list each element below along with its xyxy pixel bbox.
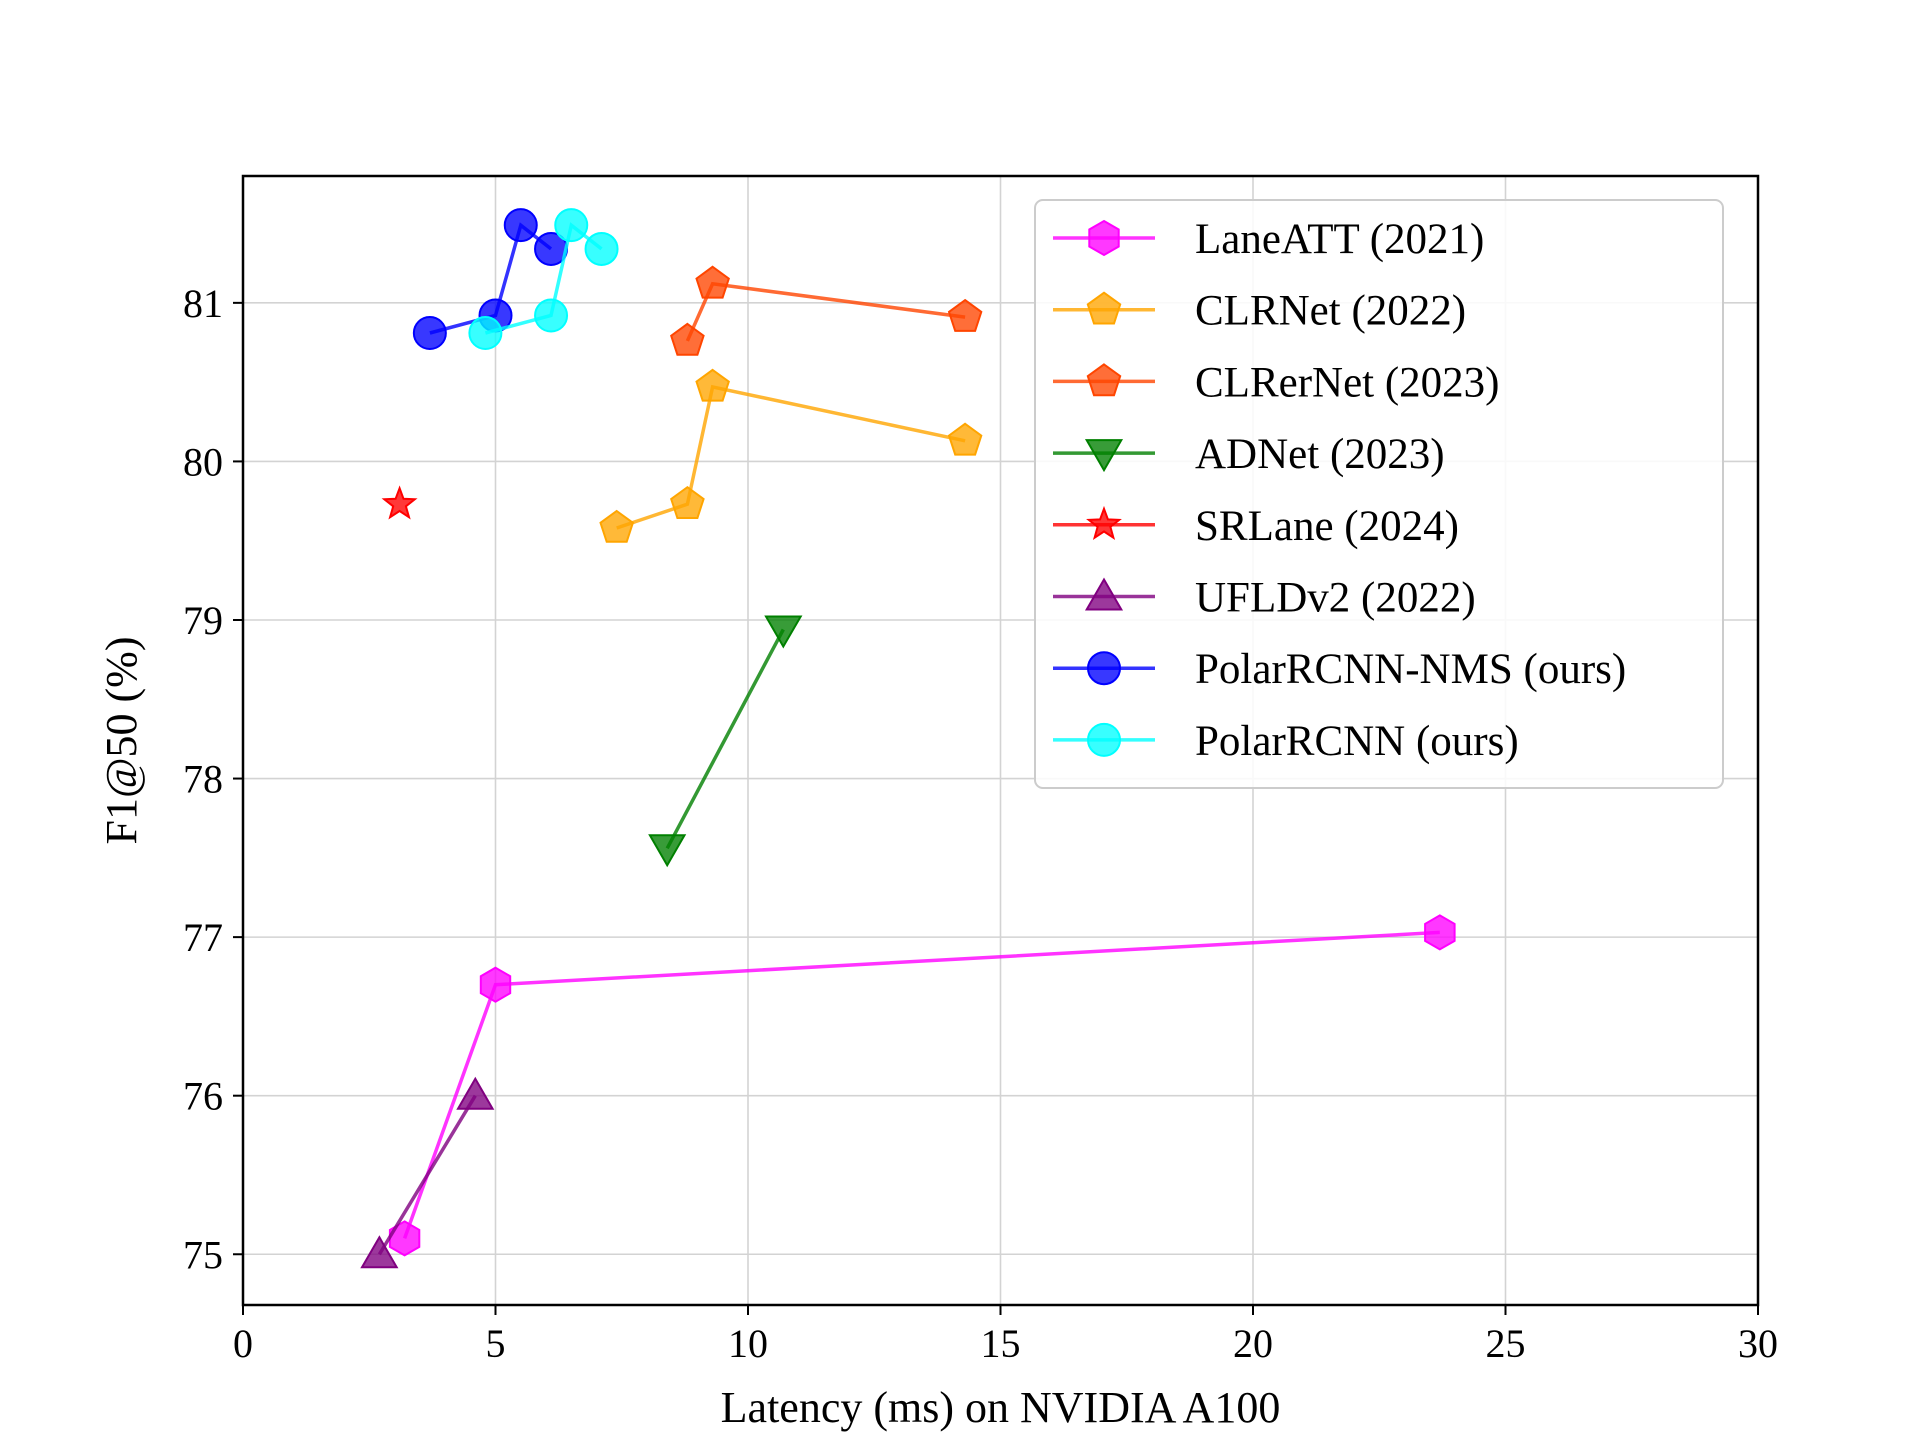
- legend-marker: [1086, 291, 1122, 325]
- legend: LaneATT (2021) CLRNet (2022) CLRerNet (202…: [1034, 199, 1724, 789]
- ticks: 0 5 10 15 20 25 30 75 76 77 78 79 80 81: [183, 281, 1778, 1366]
- data-point: [534, 298, 569, 333]
- data-point: [479, 966, 512, 1003]
- legend-marker: [1084, 577, 1124, 611]
- legend-marker: [1087, 651, 1121, 686]
- data-point: [388, 1220, 421, 1257]
- data-point: [599, 509, 635, 543]
- legend-box: [1034, 199, 1724, 789]
- series-line: [665, 628, 785, 850]
- series-adnet-2023: [648, 615, 803, 868]
- series-ufldv2-2022: [360, 1076, 495, 1269]
- legend-marker: [1086, 505, 1122, 541]
- data-point: [764, 615, 803, 649]
- data-point: [670, 485, 705, 519]
- data-point: [695, 265, 730, 299]
- y-tick-label: 76: [183, 1074, 223, 1119]
- x-tick-label: 0: [233, 1321, 253, 1366]
- data-point: [1424, 914, 1456, 951]
- legend-label: PolarRCNN (ours): [1195, 718, 1519, 765]
- x-tick-label: 20: [1233, 1321, 1273, 1366]
- data-point: [947, 298, 983, 332]
- series-polarrcnn-ours: [468, 208, 619, 350]
- y-tick-label: 81: [183, 281, 223, 326]
- data-point: [360, 1235, 399, 1269]
- legend-label: PolarRCNN-NMS (ours): [1195, 646, 1626, 693]
- legend-item: PolarRCNN (ours): [1053, 718, 1519, 765]
- y-tick-label: 77: [183, 915, 223, 960]
- x-tick-label: 15: [981, 1321, 1021, 1366]
- y-tick-label: 75: [183, 1232, 223, 1277]
- y-tick-label: 79: [183, 598, 223, 643]
- legend-item: CLRNet (2022): [1053, 288, 1466, 335]
- x-tick-label: 10: [728, 1321, 768, 1366]
- y-tick-label: 78: [183, 757, 223, 802]
- legend-label: SRLane (2024): [1195, 503, 1459, 550]
- series-clrernet-2023: [670, 265, 983, 356]
- x-tick-label: 25: [1486, 1321, 1526, 1366]
- series-line: [685, 281, 966, 342]
- x-axis-label: Latency (ms) on NVIDIA A100: [721, 1383, 1281, 1432]
- data-point: [648, 834, 687, 868]
- legend-label: LaneATT (2021): [1195, 216, 1484, 263]
- data-point: [584, 231, 619, 266]
- legend-marker: [1086, 363, 1122, 397]
- legend-marker: [1084, 439, 1124, 473]
- x-tick-label: 30: [1738, 1321, 1778, 1366]
- x-tick-label: 5: [486, 1321, 506, 1366]
- series-srlane-2024: [381, 485, 418, 520]
- series-laneatt-2021: [388, 914, 1456, 1257]
- series-line: [616, 384, 966, 530]
- series-line: [377, 1094, 477, 1256]
- series-line: [484, 222, 603, 335]
- legend-item: ADNet (2023): [1053, 431, 1445, 478]
- legend-item: CLRerNet (2023): [1053, 359, 1500, 406]
- series-clrnet-2022: [599, 368, 983, 543]
- data-point: [503, 208, 538, 243]
- data-point: [468, 315, 503, 350]
- legend-label: CLRNet (2022): [1195, 288, 1466, 335]
- legend-marker: [1087, 722, 1121, 757]
- legend-item: LaneATT (2021): [1053, 216, 1484, 263]
- data-point: [554, 208, 589, 243]
- legend-marker: [1088, 219, 1120, 257]
- legend-label: ADNet (2023): [1195, 431, 1445, 478]
- data-point: [670, 322, 705, 356]
- legend-label: UFLDv2 (2022): [1195, 575, 1476, 622]
- y-tick-label: 80: [183, 439, 223, 484]
- data-point: [947, 422, 983, 456]
- legend-item: PolarRCNN-NMS (ours): [1053, 646, 1626, 693]
- data-point: [381, 485, 418, 520]
- legend-item: SRLane (2024): [1053, 503, 1459, 550]
- series-line: [429, 222, 553, 335]
- series-line: [402, 930, 1440, 1239]
- data-point: [412, 315, 447, 350]
- data-point: [456, 1076, 495, 1110]
- legend-label: CLRerNet (2023): [1195, 359, 1500, 406]
- legend-item: UFLDv2 (2022): [1053, 575, 1476, 622]
- series-layer: [360, 208, 1456, 1269]
- y-axis-label: F1@50 (%): [97, 637, 146, 845]
- data-point: [695, 368, 730, 402]
